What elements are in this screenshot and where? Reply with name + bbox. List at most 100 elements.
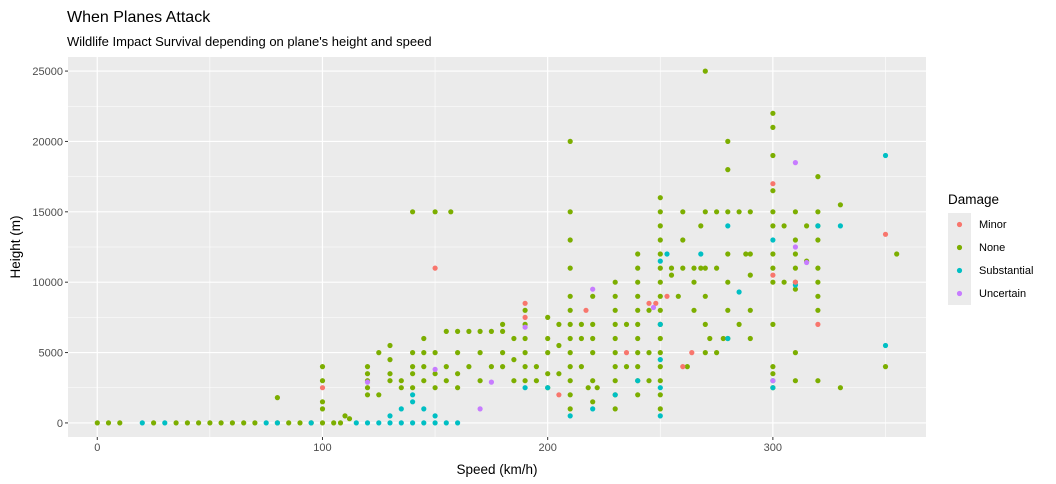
data-point (522, 364, 528, 370)
data-point (837, 223, 844, 229)
data-point (770, 364, 776, 370)
data-point (590, 406, 596, 412)
data-point (612, 321, 618, 327)
data-point (698, 223, 704, 229)
data-point (657, 293, 663, 299)
data-point (421, 335, 427, 342)
data-point (410, 364, 416, 370)
data-point (567, 406, 573, 412)
data-point (500, 350, 506, 356)
data-point (714, 265, 720, 271)
data-point (466, 328, 472, 334)
data-point (477, 328, 483, 334)
data-point (590, 293, 596, 299)
data-point (657, 413, 663, 419)
data-point (770, 223, 776, 229)
data-point (252, 420, 258, 426)
data-point (229, 420, 235, 426)
data-point (522, 350, 528, 356)
legend-label: Minor (979, 219, 1007, 231)
data-point (792, 244, 799, 250)
x-tick-label: 100 (313, 442, 331, 454)
data-point (612, 406, 618, 412)
data-point (545, 350, 551, 356)
data-point (500, 328, 506, 334)
data-point (274, 395, 280, 401)
data-point (653, 300, 659, 306)
data-point (689, 350, 695, 356)
data-point (792, 160, 799, 166)
data-point (657, 321, 663, 327)
plot-panel (68, 57, 926, 437)
data-point (398, 406, 404, 412)
data-point (657, 279, 663, 285)
data-point (684, 364, 690, 370)
data-point (792, 279, 799, 285)
data-point (680, 265, 686, 271)
data-point (707, 335, 713, 342)
data-point (297, 420, 303, 426)
data-point (410, 209, 416, 215)
data-point (364, 371, 371, 377)
data-point (702, 209, 708, 215)
chart-title: When Planes Attack (67, 9, 211, 26)
data-point (105, 420, 112, 426)
data-point (567, 413, 573, 419)
data-point (657, 406, 663, 412)
data-point (882, 342, 889, 349)
data-point (590, 399, 596, 405)
data-point (657, 265, 663, 271)
data-point (455, 328, 461, 334)
data-point (286, 420, 292, 426)
data-point (714, 209, 720, 215)
data-point (545, 314, 551, 320)
data-point (376, 392, 382, 398)
data-point (455, 385, 461, 391)
data-point (556, 392, 562, 398)
data-point (747, 251, 753, 257)
data-point (770, 181, 776, 187)
data-point (387, 357, 393, 363)
data-point (376, 420, 382, 426)
data-point (511, 357, 517, 363)
data-point (646, 300, 652, 306)
data-point (500, 364, 506, 370)
series-uncertain (364, 160, 810, 412)
data-point (635, 378, 641, 384)
data-point (319, 406, 326, 412)
data-point (792, 209, 799, 215)
data-point (455, 350, 461, 356)
data-point (635, 392, 641, 398)
data-point (421, 364, 427, 370)
data-point (657, 357, 663, 363)
data-point (770, 237, 776, 243)
data-point (94, 420, 100, 426)
data-point (410, 392, 416, 398)
data-point (364, 385, 371, 391)
data-point (698, 265, 704, 271)
data-point (792, 265, 799, 271)
data-point (664, 251, 670, 257)
data-point (522, 335, 528, 342)
data-point (646, 350, 652, 356)
data-point (319, 399, 326, 405)
data-point (815, 321, 821, 327)
data-point (376, 350, 382, 356)
data-point (635, 251, 641, 257)
data-point (477, 406, 483, 412)
legend-key-point (956, 267, 963, 274)
data-point (567, 392, 573, 398)
data-point (364, 392, 371, 398)
y-tick-label: 10000 (32, 277, 63, 289)
legend-key-point (956, 244, 963, 251)
data-point (657, 364, 663, 370)
data-point (635, 265, 641, 271)
data-point (680, 209, 686, 215)
data-point (578, 364, 585, 370)
data-point (421, 406, 427, 412)
data-point (646, 307, 652, 313)
data-point (747, 209, 753, 215)
data-point (567, 364, 573, 370)
legend-item-substantial: Substantial (948, 259, 1033, 282)
data-point (612, 335, 618, 342)
